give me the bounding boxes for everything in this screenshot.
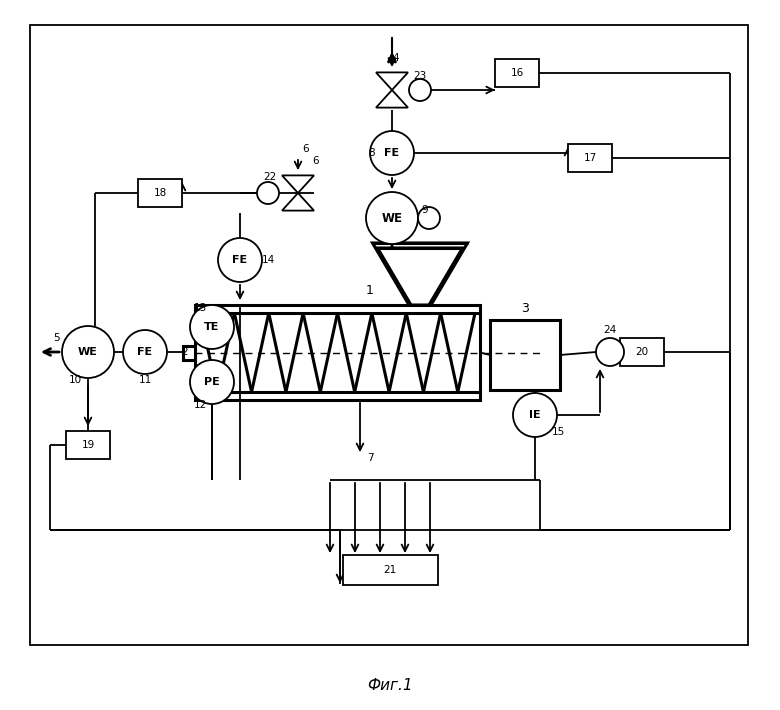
Circle shape [370, 131, 414, 175]
Text: 23: 23 [413, 71, 427, 81]
Text: 1: 1 [366, 283, 374, 297]
Text: 16: 16 [510, 68, 523, 78]
Circle shape [190, 360, 234, 404]
Circle shape [409, 79, 431, 101]
Text: 7: 7 [367, 453, 374, 463]
Text: 22: 22 [264, 172, 277, 182]
Text: 6: 6 [313, 156, 319, 166]
Text: 3: 3 [521, 302, 529, 315]
Text: 6: 6 [303, 144, 310, 154]
Circle shape [418, 207, 440, 229]
Circle shape [257, 182, 279, 204]
Text: 24: 24 [604, 325, 617, 335]
Text: 10: 10 [69, 375, 82, 385]
Text: Фиг.1: Фиг.1 [367, 677, 413, 692]
Text: 21: 21 [384, 565, 396, 575]
Bar [342, 555, 438, 585]
Bar [195, 305, 480, 400]
Circle shape [123, 330, 167, 374]
Text: WE: WE [78, 347, 98, 357]
Circle shape [596, 338, 624, 366]
Text: FE: FE [137, 347, 153, 357]
Circle shape [513, 393, 557, 437]
Text: 18: 18 [154, 188, 167, 198]
Text: 4: 4 [392, 53, 399, 63]
Text: 14: 14 [262, 255, 275, 265]
Circle shape [366, 192, 418, 244]
Polygon shape [378, 248, 463, 305]
Text: 20: 20 [636, 347, 648, 357]
Bar [495, 59, 539, 87]
Text: 8: 8 [368, 148, 375, 158]
Bar [490, 320, 560, 390]
Text: 9: 9 [422, 205, 428, 215]
Text: 15: 15 [551, 427, 565, 437]
Circle shape [62, 326, 114, 378]
Polygon shape [376, 90, 408, 108]
Text: FE: FE [385, 148, 399, 158]
Text: TE: TE [204, 322, 220, 332]
Text: 13: 13 [193, 303, 207, 313]
Text: 2: 2 [182, 347, 188, 357]
Text: 11: 11 [138, 375, 151, 385]
Text: 5: 5 [54, 333, 60, 343]
Polygon shape [282, 175, 314, 193]
Text: WE: WE [381, 212, 402, 224]
Bar [30, 25, 748, 645]
Text: FE: FE [232, 255, 247, 265]
Bar [183, 346, 195, 359]
Text: IE: IE [529, 410, 541, 420]
Text: 12: 12 [193, 400, 207, 410]
Bar [568, 144, 612, 172]
Polygon shape [282, 193, 314, 211]
Text: 19: 19 [81, 440, 94, 450]
Circle shape [190, 305, 234, 349]
Bar [66, 431, 110, 459]
Circle shape [218, 238, 262, 282]
Bar [620, 338, 664, 366]
Text: PE: PE [204, 377, 220, 387]
Text: 17: 17 [583, 153, 597, 163]
Bar [138, 179, 182, 207]
Polygon shape [376, 72, 408, 90]
